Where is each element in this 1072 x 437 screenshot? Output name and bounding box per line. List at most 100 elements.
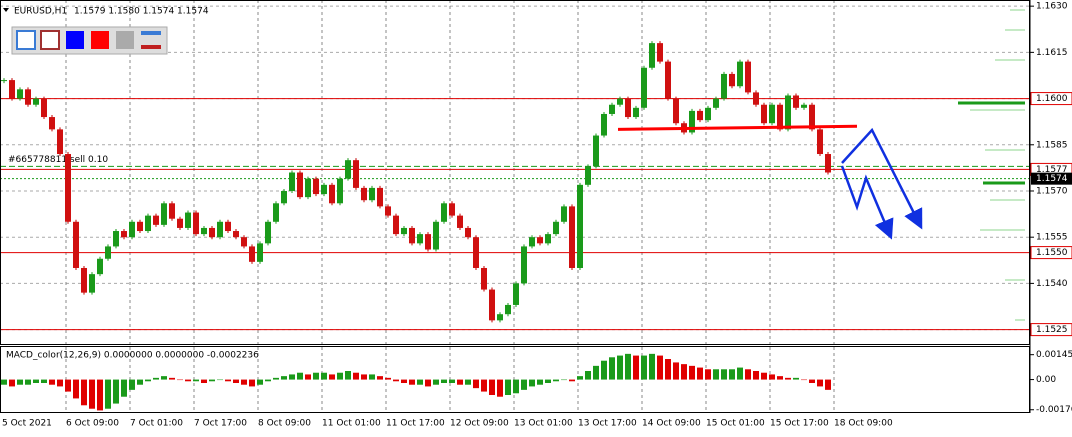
macd-bar — [817, 379, 823, 387]
level-label: 1.1550 — [1036, 248, 1068, 258]
macd-bar — [825, 379, 831, 390]
macd-bar — [17, 379, 23, 385]
candle — [529, 237, 535, 247]
candle — [473, 237, 479, 268]
macd-bar — [425, 379, 431, 387]
bid-label: 1.1574 — [1036, 174, 1068, 184]
tool-button[interactable] — [66, 31, 84, 49]
candle — [225, 221, 231, 232]
trendline — [617, 124, 858, 131]
symbol: EURUSD,H1 — [14, 7, 67, 17]
candle — [265, 221, 271, 244]
level-label: 1.1600 — [1036, 94, 1068, 104]
candle — [257, 243, 263, 262]
macd-bar — [737, 367, 743, 380]
forecast-arrow — [841, 127, 923, 230]
candle — [737, 61, 743, 87]
tool-button[interactable] — [40, 30, 60, 50]
macd-bar — [617, 355, 623, 380]
candle — [329, 184, 335, 204]
level-tag — [1030, 92, 1072, 106]
macd-bar — [393, 379, 399, 382]
candle — [601, 113, 607, 136]
candle — [33, 98, 39, 105]
candle — [9, 80, 15, 99]
macd-bar — [289, 374, 295, 380]
macd-bar — [473, 379, 479, 389]
candle — [537, 237, 543, 244]
candle — [65, 154, 71, 222]
macd-bar — [305, 374, 311, 380]
time-label: 13 Oct 01:00 — [514, 419, 573, 429]
macd-bar — [729, 369, 735, 380]
macd-bar — [593, 365, 599, 380]
macd-bar — [529, 379, 535, 387]
macd-bar — [73, 379, 79, 399]
candle — [121, 231, 127, 238]
macd-bar — [537, 379, 543, 385]
candle — [425, 234, 431, 250]
macd-bar — [633, 355, 639, 380]
candle — [41, 98, 47, 118]
macd-bar — [9, 379, 15, 387]
macd-bar — [121, 379, 127, 397]
tool-button[interactable] — [16, 30, 36, 50]
macd-bar — [193, 379, 199, 382]
candle — [433, 221, 439, 250]
quote: 1.1579 1.1580 1.1574 1.1574 — [74, 7, 209, 17]
menu-arrow[interactable] — [3, 8, 9, 12]
candle — [497, 314, 503, 321]
candle — [633, 107, 639, 118]
toolbar — [11, 26, 168, 55]
tool-button[interactable] — [91, 31, 109, 49]
candle — [697, 110, 703, 121]
macd-bar — [761, 372, 767, 380]
order-label: #665778811 sell 0.10 — [8, 155, 108, 165]
time-label: 8 Oct 09:00 — [258, 419, 311, 429]
candle — [313, 178, 319, 195]
price-tick-label: 1.1570 — [1036, 186, 1068, 196]
candle — [593, 135, 599, 167]
macd-bar — [241, 379, 247, 385]
macd-bar — [505, 379, 511, 395]
macd-bar — [281, 376, 287, 380]
macd-bar — [585, 371, 591, 380]
candle — [817, 129, 823, 155]
macd-bar — [673, 362, 679, 380]
candle — [49, 117, 55, 130]
price-tick-label: 1.1540 — [1036, 279, 1068, 289]
macd-bar — [321, 372, 327, 380]
time-label: 7 Oct 01:00 — [130, 419, 183, 429]
candle — [777, 104, 783, 130]
macd-bar — [41, 379, 47, 383]
macd-bar — [297, 372, 303, 380]
macd-bar — [249, 379, 255, 387]
macd-bar — [273, 377, 279, 380]
candle — [241, 237, 247, 247]
macd-bar — [777, 376, 783, 380]
candle — [577, 184, 583, 268]
macd-bar — [329, 374, 335, 380]
candle — [569, 206, 575, 268]
time-label: 6 Oct 09:00 — [66, 419, 119, 429]
candle — [641, 67, 647, 108]
tool-button[interactable] — [116, 31, 134, 49]
time-label: 5 Oct 2021 — [2, 419, 52, 429]
price-tick-label: 1.1615 — [1036, 48, 1068, 58]
macd-bar — [217, 379, 223, 381]
macd-bar — [353, 372, 359, 380]
macd-bar — [721, 369, 727, 380]
candle — [361, 187, 367, 201]
macd-bar — [65, 379, 71, 392]
macd-bar — [801, 379, 807, 381]
macd-bar — [713, 369, 719, 380]
macd-bar — [145, 379, 151, 382]
tool-button[interactable] — [141, 31, 161, 49]
bid-tag — [1031, 172, 1072, 185]
macd-bar — [265, 379, 271, 382]
macd-tick-label: -0.00176 — [1036, 405, 1072, 415]
level-tag — [1030, 246, 1072, 260]
macd-bar — [481, 379, 487, 392]
